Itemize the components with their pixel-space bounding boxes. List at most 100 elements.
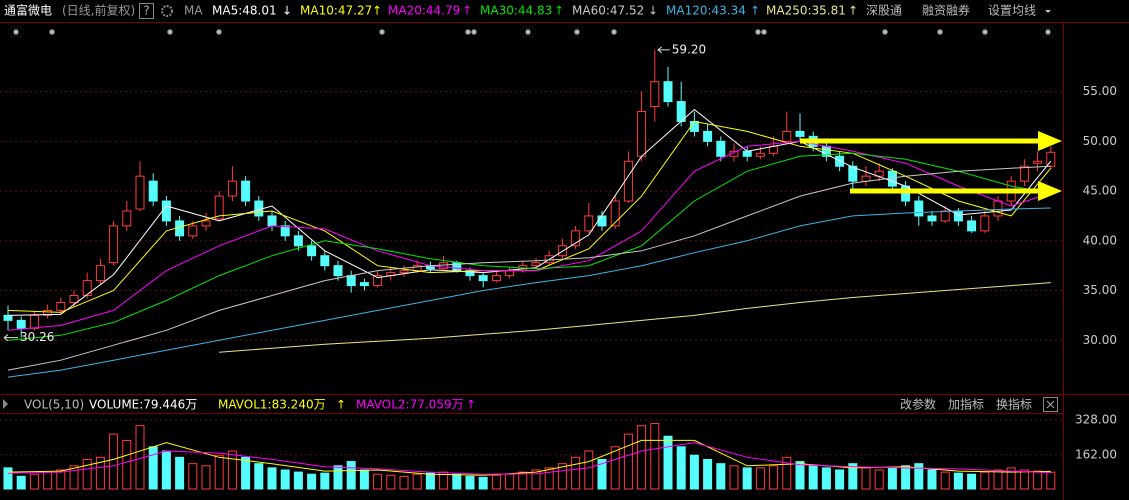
event-marker	[167, 29, 173, 35]
stock-name: 通富微电	[4, 3, 52, 18]
volume-bar	[887, 467, 897, 490]
candle-body	[861, 175, 871, 182]
legend-arrow: ↑	[462, 4, 472, 18]
volume-bar	[742, 467, 752, 490]
volume-bar	[254, 463, 264, 490]
button[interactable]: 深股通	[866, 4, 902, 18]
candle-body	[161, 200, 171, 222]
ma-line	[219, 282, 1051, 353]
ma-line	[7, 108, 1052, 316]
event-marker	[13, 29, 19, 35]
legend-label: MA250:35.81	[766, 4, 846, 18]
candle-body	[82, 280, 92, 297]
event-marker	[937, 29, 943, 35]
event-marker	[471, 29, 477, 35]
volume-bar	[967, 473, 977, 490]
close-button[interactable]	[1043, 397, 1058, 412]
volume-bar	[769, 465, 779, 490]
help-box[interactable]	[139, 3, 154, 19]
volume-bar	[874, 469, 884, 490]
event-marker	[216, 29, 222, 35]
volume-bar	[227, 450, 237, 490]
button[interactable]: 设置均线	[988, 4, 1036, 18]
subtitle: (日线,前复权)	[62, 3, 135, 18]
legend-label: MA60:47.52	[572, 4, 644, 18]
event-marker	[982, 29, 988, 35]
volume-bar	[95, 456, 105, 490]
settings-icon[interactable]	[161, 5, 173, 17]
volume-bar	[320, 472, 330, 490]
candle-body	[478, 275, 488, 282]
y-tick-label: 35.00	[1083, 283, 1117, 297]
legend-arrow: ↑	[372, 4, 382, 18]
legend-arrow: ↑	[336, 398, 346, 412]
event-marker	[755, 29, 761, 35]
y-tick-label: 162.00	[1075, 447, 1117, 461]
event-marker	[1045, 29, 1051, 35]
y-tick-label: 50.00	[1083, 134, 1117, 148]
volume-bar	[861, 467, 871, 490]
volume-bar	[439, 471, 449, 490]
volume-bar	[637, 425, 647, 490]
volume-bar	[425, 472, 435, 490]
legend-label: MAVOL2:77.059万	[356, 398, 464, 412]
volume-bar	[452, 473, 462, 490]
candle-body	[346, 275, 356, 287]
help[interactable]: ?	[143, 4, 149, 18]
y-tick-label: 328.00	[1075, 412, 1117, 426]
volume-bar	[3, 467, 13, 490]
volume-bar	[689, 454, 699, 490]
volume-bar	[333, 465, 343, 490]
high-label: 59.20	[672, 42, 706, 56]
volume-bar	[267, 467, 277, 490]
button[interactable]: 换指标	[996, 397, 1032, 412]
candle-body	[505, 270, 515, 277]
volume-bar	[399, 475, 409, 490]
legend-arrow: ↑	[750, 4, 760, 18]
legend-arrow: ↑	[848, 4, 858, 18]
legend-arrow: ↑	[554, 4, 564, 18]
candle-body	[43, 309, 53, 316]
candle-body	[122, 210, 132, 227]
candle-body	[399, 270, 409, 274]
volume-bar	[29, 473, 39, 490]
volume-current: VOLUME:79.446万	[89, 398, 197, 412]
candle-body	[967, 220, 977, 232]
ma-line	[7, 165, 1051, 371]
volume-bar	[914, 463, 924, 490]
event-marker	[379, 29, 385, 35]
event-marker	[761, 29, 767, 35]
candle-body	[188, 225, 198, 237]
volume-bar	[43, 471, 53, 490]
candle-body	[729, 150, 739, 157]
volume-bar	[610, 446, 620, 490]
volume-bar	[821, 467, 831, 490]
button[interactable]: 融资融券	[922, 3, 970, 18]
volume-bar	[148, 446, 158, 490]
candle-body	[280, 225, 290, 237]
y-tick-label: 40.00	[1083, 233, 1117, 247]
legend-arrow: ↑	[466, 398, 476, 412]
candle-body	[584, 215, 594, 232]
volume-bar	[478, 476, 488, 490]
candle-body	[439, 262, 449, 270]
button[interactable]: 改参数	[900, 397, 936, 412]
volume-bar	[901, 465, 911, 490]
candle-body	[848, 165, 858, 182]
volume-bar	[1006, 467, 1016, 490]
candle-body	[359, 282, 369, 287]
volume-bar	[940, 471, 950, 490]
candle-body	[637, 111, 647, 157]
collapse-icon[interactable]	[3, 399, 8, 409]
candle-body	[755, 152, 765, 157]
dropdown-icon[interactable]	[1045, 10, 1051, 13]
volume-bar	[650, 423, 660, 490]
candle-body	[927, 215, 937, 222]
volume-bar	[241, 456, 251, 490]
annotation-arrows	[800, 131, 1062, 201]
candle-body	[373, 275, 383, 287]
volume-bar	[122, 439, 132, 490]
candle-body	[610, 200, 620, 227]
button[interactable]: 加指标	[948, 397, 984, 412]
candle-body	[214, 195, 224, 220]
